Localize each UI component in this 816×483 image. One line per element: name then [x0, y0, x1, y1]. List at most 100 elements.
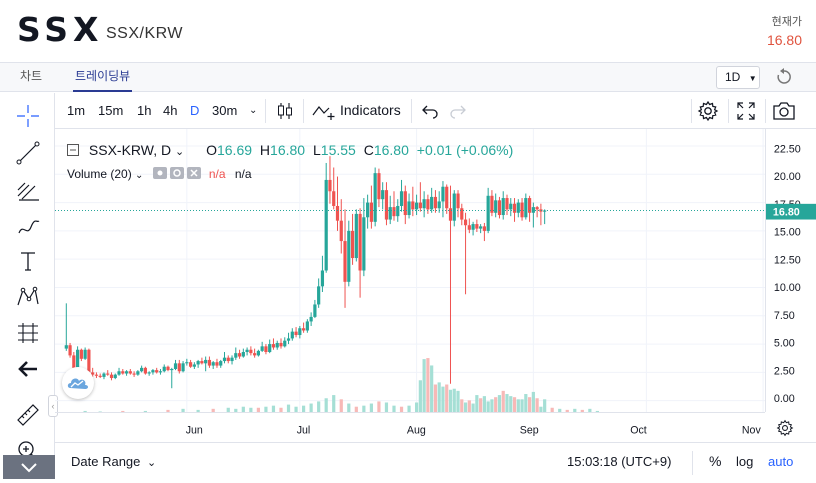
fullscreen-icon[interactable]	[736, 101, 756, 121]
indicators-icon[interactable]	[312, 101, 336, 121]
candle	[441, 186, 445, 202]
chevron-down-icon[interactable]: ⌄	[135, 170, 144, 181]
legend-open: 16.69	[216, 142, 253, 158]
candle	[426, 199, 430, 210]
candle	[113, 374, 117, 379]
fib-tool-icon[interactable]	[15, 176, 41, 202]
symbol-legend: SSX-KRW, D ⌄ O16.69 H16.80 L15.55 C16.80…	[67, 142, 513, 158]
interval-d-button[interactable]: D	[190, 103, 200, 118]
legend-symbol[interactable]: SSX-KRW, D	[88, 142, 172, 158]
volume-bar	[524, 394, 528, 412]
interval-15m-button[interactable]: 15m	[98, 103, 124, 118]
volume-bar	[501, 390, 505, 412]
trend-line-icon[interactable]	[15, 140, 41, 166]
last-price-badge	[766, 203, 816, 220]
candle	[211, 362, 215, 366]
candle	[298, 328, 302, 336]
interval-1m-button[interactable]: 1m	[67, 103, 86, 118]
log-scale-button[interactable]: log	[736, 454, 754, 469]
symbol-logo: SSX	[17, 10, 104, 49]
volume-bar	[196, 409, 200, 412]
legend-close-label: C	[363, 142, 374, 158]
candle	[358, 213, 362, 271]
interval-1h-button[interactable]: 1h	[137, 103, 152, 118]
chart-settings-icon[interactable]	[776, 419, 794, 437]
candle	[234, 353, 238, 358]
arrow-left-icon[interactable]	[15, 356, 41, 382]
tab-chart[interactable]: 차트	[20, 69, 43, 83]
collapse-toolbar-button[interactable]	[3, 455, 55, 479]
gear-icon[interactable]	[170, 167, 185, 179]
chart-type-candles-icon[interactable]	[275, 101, 295, 121]
volume-bar	[256, 407, 260, 412]
volume-bar	[479, 398, 483, 412]
caret-down-icon: ▼	[748, 74, 757, 83]
volume-bar	[324, 398, 328, 412]
crosshair-icon[interactable]	[15, 103, 41, 129]
prediction-icon[interactable]	[15, 320, 41, 346]
time-axis[interactable]: Jun Jul Aug Sep Oct Nov	[55, 412, 765, 442]
volume-value-2: n/a	[234, 167, 252, 181]
percent-scale-button[interactable]: %	[709, 453, 722, 469]
date-range-button[interactable]: Date Range ⌄	[71, 454, 156, 469]
text-tool-icon[interactable]	[15, 248, 41, 274]
interval-dropdown-icon[interactable]: ⌄	[249, 105, 258, 116]
redo-icon[interactable]	[449, 103, 467, 119]
candle	[531, 207, 535, 213]
cloud-logo-icon	[67, 378, 88, 389]
volume-bar	[475, 395, 479, 412]
settings-gear-icon[interactable]	[697, 100, 719, 122]
toolbar-divider	[765, 99, 766, 123]
camera-icon[interactable]	[772, 101, 796, 121]
legend-low: 15.55	[320, 142, 356, 158]
candle	[75, 349, 80, 368]
undo-icon[interactable]	[421, 103, 439, 119]
volume-bar	[414, 402, 419, 412]
volume-bar	[460, 399, 464, 412]
price-chart[interactable]	[55, 129, 765, 412]
candle	[479, 226, 483, 229]
candle	[98, 375, 102, 377]
volume-label[interactable]: Volume (20)	[67, 167, 132, 181]
candle	[509, 203, 513, 210]
volume-bar	[286, 404, 291, 412]
volume-bar	[121, 410, 125, 412]
volume-bar	[369, 403, 373, 412]
chevron-down-icon[interactable]: ⌄	[174, 146, 185, 158]
volume-bar	[271, 405, 276, 412]
auto-scale-button[interactable]: auto	[768, 454, 794, 469]
candle	[399, 191, 404, 206]
volume-bar	[448, 389, 453, 412]
interval-4h-button[interactable]: 4h	[163, 103, 178, 118]
price-tick-label: 5.00	[774, 338, 795, 350]
interval-select[interactable]: 1D ▼	[716, 66, 760, 89]
candle	[181, 363, 185, 372]
candle	[407, 201, 411, 216]
interval-30m-button[interactable]: 30m	[212, 103, 238, 118]
candle	[121, 371, 125, 374]
tradingview-logo[interactable]	[62, 367, 94, 399]
ruler-icon[interactable]	[15, 402, 41, 428]
collapse-legend-icon[interactable]	[67, 144, 79, 156]
price-tick-label: 2.50	[774, 365, 795, 377]
visibility-icon[interactable]	[152, 167, 167, 179]
pattern-icon[interactable]	[15, 284, 41, 310]
toolbar-divider	[265, 99, 266, 123]
candle	[373, 173, 377, 222]
tab-tradingview[interactable]: 트레이딩뷰	[73, 63, 133, 92]
price-axis[interactable]: 22.5020.0017.5015.0012.5010.007.505.002.…	[765, 129, 816, 412]
close-icon[interactable]	[187, 167, 202, 179]
candle	[350, 230, 355, 259]
indicators-button[interactable]: Indicators	[340, 102, 401, 118]
brush-icon[interactable]	[15, 213, 41, 239]
toolbar-scroll-handle[interactable]: ‹	[48, 395, 58, 417]
price-tick-label: 22.50	[774, 143, 801, 155]
clock-time[interactable]: 15:03:18 (UTC+9)	[567, 454, 672, 469]
candle	[539, 209, 543, 212]
candle	[377, 173, 381, 200]
candle	[305, 321, 309, 331]
volume-value-1: n/a	[208, 167, 226, 181]
volume-bars	[83, 358, 599, 412]
reset-icon[interactable]	[774, 67, 794, 87]
